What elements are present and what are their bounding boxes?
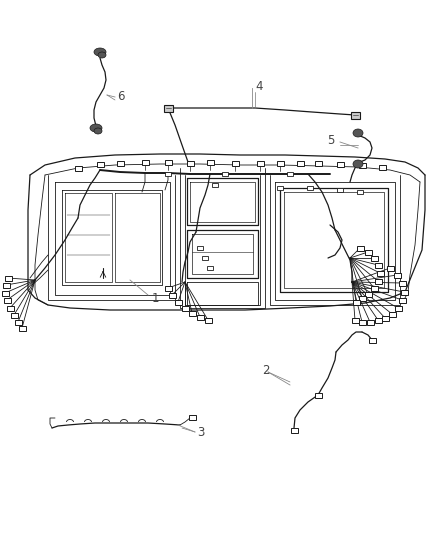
Text: 5: 5 — [327, 133, 334, 147]
Bar — [197, 246, 203, 250]
Bar — [378, 165, 385, 169]
Bar — [357, 246, 364, 251]
Bar — [358, 295, 365, 301]
Bar — [141, 159, 148, 165]
Bar — [389, 311, 396, 317]
Ellipse shape — [353, 160, 363, 168]
Bar — [222, 172, 228, 176]
Bar — [202, 256, 208, 260]
Bar — [400, 289, 407, 295]
Bar — [1, 290, 8, 295]
Bar — [206, 159, 213, 165]
Bar — [257, 160, 264, 166]
Bar — [11, 312, 18, 318]
Bar — [337, 188, 343, 192]
Bar — [276, 160, 283, 166]
Bar — [174, 300, 181, 304]
Bar — [368, 337, 375, 343]
Bar — [336, 161, 343, 166]
Ellipse shape — [353, 129, 363, 137]
Bar — [207, 266, 213, 270]
Bar — [197, 314, 204, 319]
Bar — [14, 319, 21, 325]
Bar — [367, 319, 374, 325]
Bar — [117, 160, 124, 166]
Text: 3: 3 — [197, 426, 205, 440]
Text: 4: 4 — [255, 79, 262, 93]
Text: 6: 6 — [117, 91, 124, 103]
Bar — [163, 104, 173, 111]
Bar — [386, 265, 393, 271]
Bar — [393, 272, 400, 278]
Bar — [188, 311, 195, 316]
Bar — [165, 172, 171, 176]
Bar — [277, 186, 283, 190]
Bar — [205, 318, 212, 322]
Bar — [96, 161, 103, 166]
Bar — [350, 111, 360, 118]
Ellipse shape — [98, 52, 106, 58]
Bar — [395, 305, 402, 311]
Text: 1: 1 — [152, 292, 159, 304]
Bar — [287, 172, 293, 176]
Bar — [232, 160, 239, 166]
Bar — [307, 186, 313, 190]
Bar — [314, 160, 321, 166]
Bar — [352, 318, 358, 322]
Bar — [7, 305, 14, 311]
Bar — [353, 300, 360, 304]
Ellipse shape — [94, 48, 106, 56]
Bar — [399, 297, 406, 303]
Bar — [364, 249, 371, 254]
Bar — [187, 160, 194, 166]
Bar — [314, 392, 321, 398]
Bar — [358, 163, 365, 167]
Bar — [371, 255, 378, 261]
Bar — [364, 292, 371, 296]
Ellipse shape — [90, 124, 102, 132]
Bar — [358, 319, 365, 325]
Bar — [4, 297, 11, 303]
Bar — [169, 293, 176, 297]
Bar — [212, 183, 218, 187]
Bar — [297, 160, 304, 166]
Bar — [165, 286, 172, 290]
Bar — [18, 326, 25, 330]
Bar — [181, 305, 188, 311]
Text: 2: 2 — [262, 364, 269, 376]
Bar — [3, 282, 10, 287]
Bar — [188, 415, 195, 419]
Bar — [290, 427, 297, 432]
Bar — [74, 166, 81, 171]
Bar — [374, 279, 381, 284]
Ellipse shape — [94, 128, 102, 134]
Bar — [377, 271, 384, 276]
Bar — [381, 316, 389, 320]
Bar — [399, 280, 406, 286]
Bar — [357, 190, 363, 194]
Bar — [374, 318, 381, 322]
Bar — [371, 286, 378, 290]
Bar — [4, 276, 11, 280]
Bar — [165, 159, 172, 165]
Bar — [374, 262, 381, 268]
